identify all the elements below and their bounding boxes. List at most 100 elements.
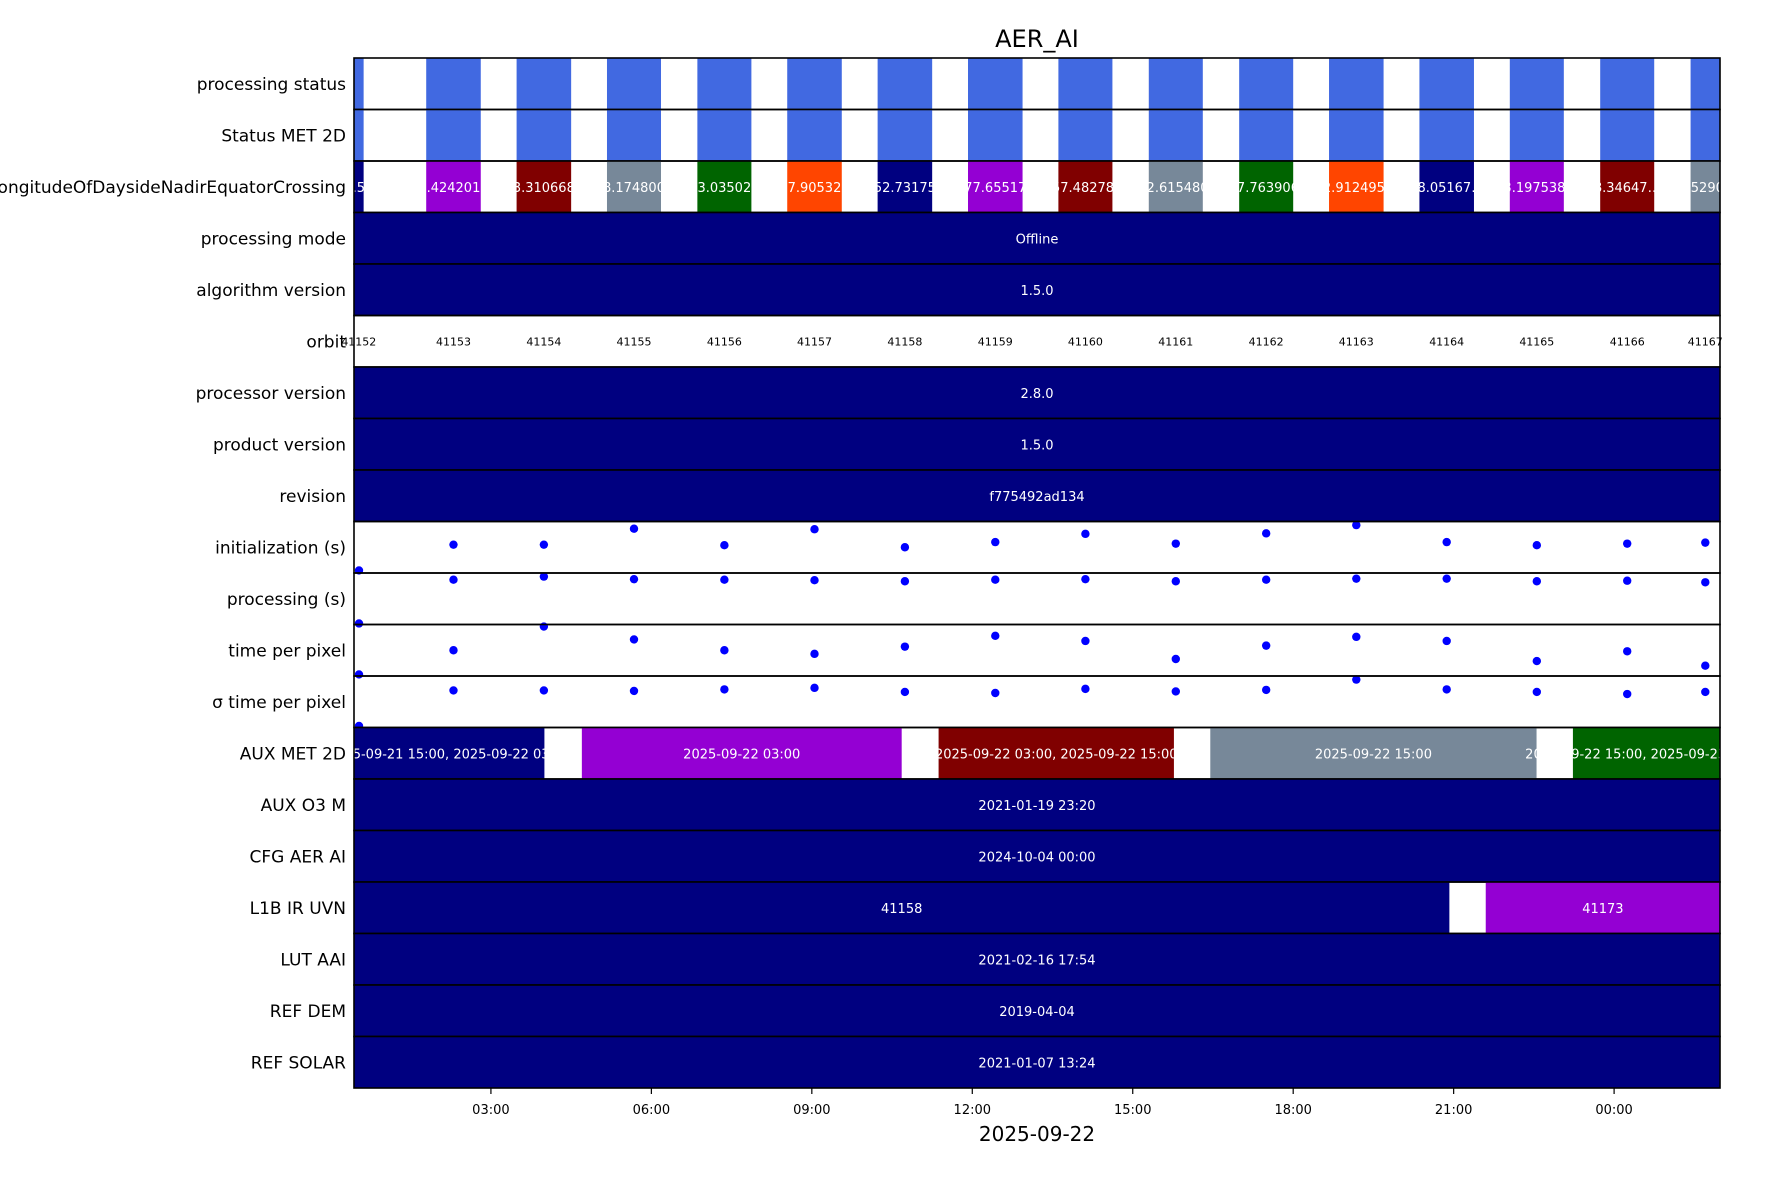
- chart-title: AER_AI: [995, 25, 1079, 53]
- scatter-point: [354, 670, 364, 679]
- orbit-segment: [787, 58, 842, 110]
- row-frame: [353, 675, 1721, 729]
- x-tick-label: 15:00: [1114, 1103, 1151, 1118]
- orbit-segment: [1148, 161, 1203, 213]
- span-label: 2024-10-04 00:00: [978, 850, 1095, 865]
- orbit-number: 41156: [707, 335, 742, 348]
- segment-label: 2025-09-22 03:00, 2025-09-22 15:00: [935, 747, 1178, 762]
- orbit-number: 41163: [1339, 335, 1374, 348]
- scatter-point: [1171, 577, 1180, 586]
- scatter-point: [1442, 574, 1451, 583]
- span-bar: [354, 212, 1720, 264]
- row-1: [354, 109, 1720, 161]
- scatter-point: [1352, 520, 1361, 530]
- span-label: 2021-01-07 13:24: [978, 1056, 1095, 1071]
- scatter-point: [1701, 687, 1710, 697]
- row-4: 1.5.0: [354, 264, 1720, 316]
- segment-label: -177.65517…: [951, 181, 1039, 196]
- row-label: LUT AAI: [280, 950, 346, 970]
- orbit-segment: [426, 58, 481, 110]
- row-6: 2.8.0: [354, 367, 1720, 419]
- segment-label: 82.912495…: [1315, 181, 1398, 196]
- segment-label: 157.48278…: [1044, 181, 1127, 196]
- x-tick-label: 21:00: [1435, 1103, 1472, 1118]
- row-8: f775492ad134: [354, 470, 1720, 522]
- orbit-segment: [354, 109, 364, 161]
- row-12: [354, 675, 1710, 731]
- span-bar: [354, 830, 1720, 882]
- scatter-point: [1532, 577, 1542, 586]
- orbit-number: 41155: [616, 335, 651, 348]
- segment-label: -16.52905…: [1665, 181, 1745, 196]
- orbit-segment: [1148, 109, 1203, 161]
- orbit-segment: [968, 109, 1023, 161]
- row-label: AUX MET 2D: [240, 744, 346, 764]
- orbit-number: 41153: [436, 335, 471, 348]
- segment-label: 2025-09-22 15:00, 2025-09-23 03:00: [1525, 747, 1768, 762]
- segment-label: 41173: [1582, 902, 1623, 917]
- row-frame: [353, 1035, 1721, 1089]
- segment-bar: [354, 727, 545, 779]
- segment-label: -53.310668…: [500, 181, 588, 196]
- span-bar: [354, 779, 1720, 831]
- span-bar: [354, 264, 1720, 316]
- orbit-segment: [606, 109, 662, 161]
- orbit-segment: [968, 161, 1023, 213]
- scatter-point: [1701, 661, 1710, 670]
- scatter-point: [991, 537, 1000, 547]
- scatter-point: [449, 686, 458, 695]
- scatter-point: [900, 687, 910, 697]
- scatter-point: [810, 683, 819, 693]
- row-label: σ time per pixel: [212, 693, 346, 713]
- segment-label: -28.4242015…: [405, 181, 501, 196]
- scatter-point: [1081, 529, 1090, 539]
- span-label: 2021-02-16 17:54: [978, 953, 1095, 968]
- orbit-segment: [1600, 109, 1655, 161]
- segment-label: 8.34647…: [1594, 181, 1661, 196]
- orbit-number: 41160: [1068, 335, 1103, 348]
- scatter-point: [1352, 574, 1361, 583]
- orbit-segment: [1690, 58, 1720, 110]
- span-label: 2021-01-19 23:20: [978, 799, 1095, 814]
- scatter-point: [1442, 537, 1451, 547]
- scatter-point: [1623, 647, 1632, 656]
- scatter-point: [1261, 529, 1271, 538]
- row-14: 2021-01-19 23:20: [354, 779, 1720, 831]
- row-label: algorithm version: [196, 281, 346, 301]
- row-15: 2024-10-04 00:00: [354, 830, 1720, 882]
- segment-label: 33.197538…: [1495, 181, 1578, 196]
- scatter-point: [539, 540, 549, 549]
- scatter-point: [810, 649, 819, 659]
- scatter-point: [1352, 675, 1361, 684]
- scatter-point: [629, 686, 639, 696]
- segment-label: -3.5…: [340, 181, 378, 196]
- orbit-segment: [787, 161, 842, 213]
- orbit-segment: [1058, 161, 1113, 213]
- scatter-point: [1623, 576, 1632, 585]
- row-frame: [353, 623, 1721, 677]
- segment-label: 132.615480…: [1130, 181, 1222, 196]
- scatter-point: [1701, 578, 1710, 587]
- segment-bar: [581, 727, 902, 779]
- scatter-point: [1171, 539, 1180, 548]
- orbit-segment: [877, 109, 933, 161]
- orbit-segment: [1690, 161, 1720, 213]
- row-label: revision: [279, 487, 346, 507]
- span-bar: [354, 470, 1720, 522]
- scatter-point: [1261, 575, 1271, 584]
- scatter-point: [629, 635, 639, 644]
- orbit-number: 41167: [1688, 335, 1723, 348]
- segment-label: -78.174800…: [590, 181, 678, 196]
- x-tick-label: 06:00: [633, 1103, 670, 1118]
- row-label: processing mode: [201, 229, 346, 249]
- segment-bar: [354, 882, 1450, 934]
- x-tick-label: 12:00: [954, 1103, 991, 1118]
- orbit-number: 41157: [797, 335, 832, 348]
- scatter-point: [629, 574, 639, 584]
- orbit-segment: [1419, 109, 1474, 161]
- scatter-point: [539, 686, 549, 695]
- orbit-segment: [606, 161, 662, 213]
- scatter-point: [1171, 654, 1180, 664]
- orbit-segment: [1419, 161, 1474, 213]
- scatter-point: [1081, 636, 1090, 646]
